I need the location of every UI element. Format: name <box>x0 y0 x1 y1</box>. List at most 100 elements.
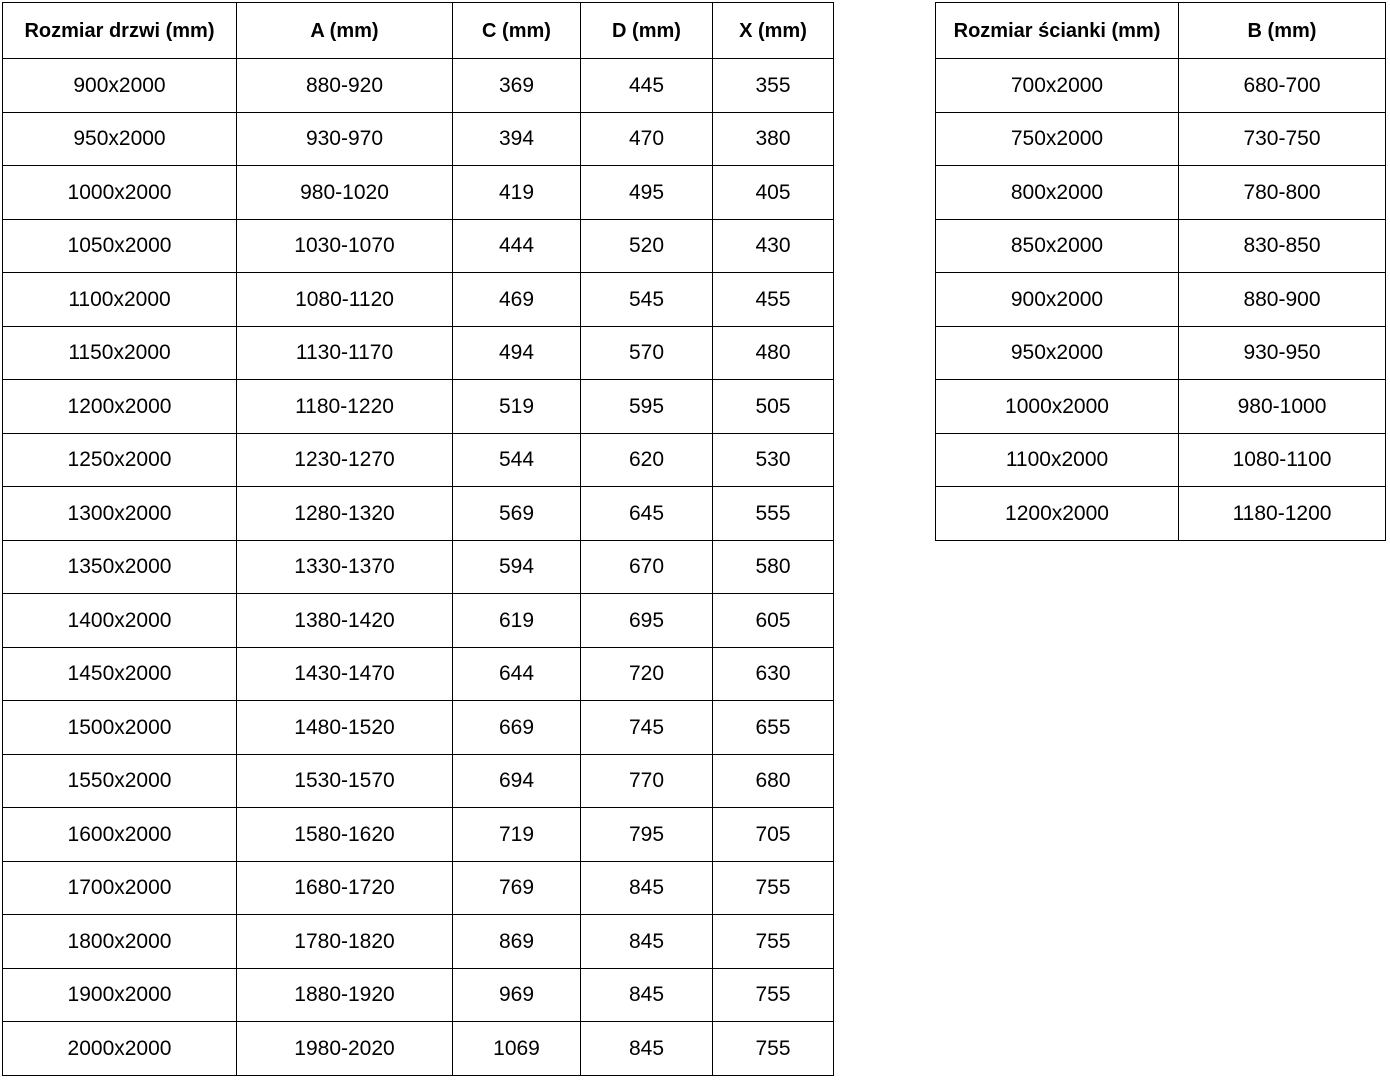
wall-table-body: 700x2000 680-700 750x2000 730-750 800x2000 78… <box>935 58 1386 541</box>
cell-x: 430 <box>712 218 834 273</box>
cell-wall-size: 800x2000 <box>935 165 1179 220</box>
wall-panel-dimensions-table: Rozmiar ścianki (mm) B (mm) 700x2000 680-… <box>935 2 1386 541</box>
door-dimensions-table: Rozmiar drzwi (mm) A (mm) C (mm) D (mm) … <box>2 2 834 1076</box>
cell-a: 1030-1070 <box>236 218 453 273</box>
cell-a: 880-920 <box>236 58 453 113</box>
cell-door-size: 1050x2000 <box>2 218 237 273</box>
cell-c: 494 <box>452 325 581 380</box>
cell-x: 755 <box>712 967 834 1022</box>
cell-door-size: 1300x2000 <box>2 486 237 541</box>
table-row: 700x2000 680-700 <box>935 58 1386 113</box>
cell-a: 1130-1170 <box>236 325 453 380</box>
cell-door-size: 1150x2000 <box>2 325 237 380</box>
cell-d: 645 <box>580 486 713 541</box>
cell-d: 845 <box>580 860 713 915</box>
cell-c: 969 <box>452 967 581 1022</box>
cell-c: 394 <box>452 111 581 166</box>
cell-c: 469 <box>452 272 581 327</box>
table-row: 1150x2000 1130-1170 494 570 480 <box>2 325 834 380</box>
cell-a: 1230-1270 <box>236 432 453 487</box>
cell-c: 569 <box>452 486 581 541</box>
cell-c: 669 <box>452 700 581 755</box>
table-row: 950x2000 930-970 394 470 380 <box>2 111 834 166</box>
cell-d: 770 <box>580 753 713 808</box>
cell-door-size: 950x2000 <box>2 111 237 166</box>
cell-wall-size: 900x2000 <box>935 272 1179 327</box>
cell-c: 869 <box>452 914 581 969</box>
table-row: 1100x2000 1080-1120 469 545 455 <box>2 272 834 327</box>
cell-x: 355 <box>712 58 834 113</box>
cell-door-size: 1350x2000 <box>2 539 237 594</box>
cell-x: 755 <box>712 1021 834 1076</box>
table-row: 1200x2000 1180-1200 <box>935 486 1386 541</box>
cell-door-size: 900x2000 <box>2 58 237 113</box>
cell-d: 520 <box>580 218 713 273</box>
table-row: 1200x2000 1180-1220 519 595 505 <box>2 379 834 434</box>
cell-a: 1380-1420 <box>236 593 453 648</box>
column-header-wall-size: Rozmiar ścianki (mm) <box>935 2 1179 59</box>
cell-door-size: 1250x2000 <box>2 432 237 487</box>
cell-door-size: 1900x2000 <box>2 967 237 1022</box>
cell-x: 705 <box>712 807 834 862</box>
cell-d: 495 <box>580 165 713 220</box>
cell-c: 369 <box>452 58 581 113</box>
table-row: 900x2000 880-900 <box>935 272 1386 327</box>
cell-door-size: 1500x2000 <box>2 700 237 755</box>
cell-x: 480 <box>712 325 834 380</box>
cell-b: 730-750 <box>1178 111 1386 166</box>
door-table-header: Rozmiar drzwi (mm) A (mm) C (mm) D (mm) … <box>2 2 834 59</box>
cell-a: 1330-1370 <box>236 539 453 594</box>
cell-a: 1780-1820 <box>236 914 453 969</box>
cell-door-size: 1800x2000 <box>2 914 237 969</box>
cell-wall-size: 700x2000 <box>935 58 1179 113</box>
cell-c: 444 <box>452 218 581 273</box>
cell-c: 419 <box>452 165 581 220</box>
table-row: 1350x2000 1330-1370 594 670 580 <box>2 539 834 594</box>
column-header-c: C (mm) <box>452 2 581 59</box>
cell-x: 580 <box>712 539 834 594</box>
cell-c: 594 <box>452 539 581 594</box>
cell-b: 880-900 <box>1178 272 1386 327</box>
table-row: 950x2000 930-950 <box>935 325 1386 380</box>
cell-d: 570 <box>580 325 713 380</box>
cell-d: 845 <box>580 1021 713 1076</box>
cell-b: 780-800 <box>1178 165 1386 220</box>
cell-a: 980-1020 <box>236 165 453 220</box>
cell-a: 1580-1620 <box>236 807 453 862</box>
cell-d: 545 <box>580 272 713 327</box>
cell-b: 930-950 <box>1178 325 1386 380</box>
cell-c: 719 <box>452 807 581 862</box>
cell-b: 980-1000 <box>1178 379 1386 434</box>
cell-x: 605 <box>712 593 834 648</box>
cell-b: 1080-1100 <box>1178 432 1386 487</box>
column-header-a: A (mm) <box>236 2 453 59</box>
cell-d: 695 <box>580 593 713 648</box>
cell-door-size: 1400x2000 <box>2 593 237 648</box>
cell-a: 1280-1320 <box>236 486 453 541</box>
cell-d: 745 <box>580 700 713 755</box>
column-header-d: D (mm) <box>580 2 713 59</box>
cell-x: 655 <box>712 700 834 755</box>
cell-x: 630 <box>712 646 834 701</box>
cell-c: 619 <box>452 593 581 648</box>
table-header-row: Rozmiar drzwi (mm) A (mm) C (mm) D (mm) … <box>2 2 834 59</box>
table-row: 1700x2000 1680-1720 769 845 755 <box>2 860 834 915</box>
cell-d: 620 <box>580 432 713 487</box>
cell-b: 680-700 <box>1178 58 1386 113</box>
column-header-b: B (mm) <box>1178 2 1386 59</box>
cell-d: 795 <box>580 807 713 862</box>
cell-c: 544 <box>452 432 581 487</box>
cell-wall-size: 1100x2000 <box>935 432 1179 487</box>
table-row: 1000x2000 980-1000 <box>935 379 1386 434</box>
cell-a: 1680-1720 <box>236 860 453 915</box>
cell-x: 755 <box>712 860 834 915</box>
cell-x: 380 <box>712 111 834 166</box>
cell-c: 644 <box>452 646 581 701</box>
cell-wall-size: 1000x2000 <box>935 379 1179 434</box>
table-row: 1900x2000 1880-1920 969 845 755 <box>2 967 834 1022</box>
cell-wall-size: 850x2000 <box>935 218 1179 273</box>
cell-d: 720 <box>580 646 713 701</box>
cell-b: 1180-1200 <box>1178 486 1386 541</box>
table-row: 2000x2000 1980-2020 1069 845 755 <box>2 1021 834 1076</box>
